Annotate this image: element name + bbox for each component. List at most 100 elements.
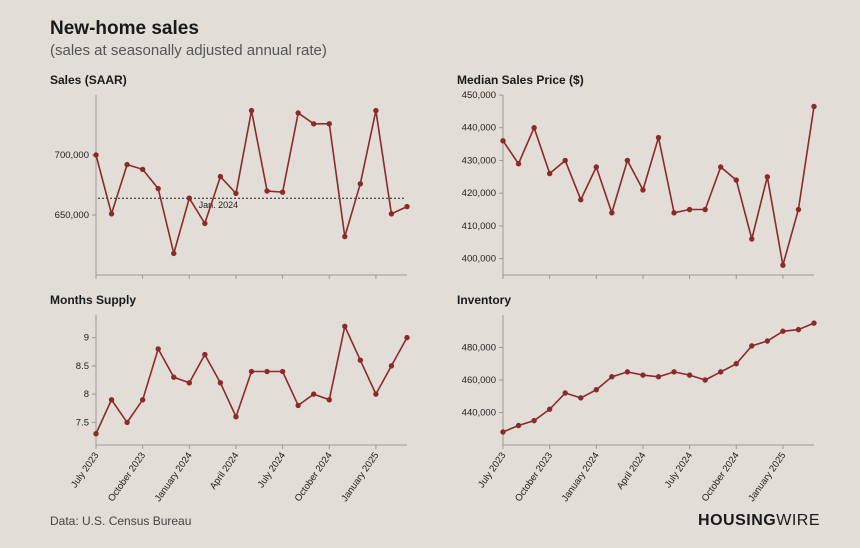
x-tick-label: July 2023 (476, 450, 508, 490)
data-point (672, 370, 676, 374)
x-tick-label: April 2024 (615, 450, 649, 491)
data-point (249, 369, 253, 373)
data-point (687, 373, 691, 377)
x-tick-label: October 2024 (293, 450, 335, 503)
data-point (327, 122, 331, 126)
data-point (109, 398, 113, 402)
series-line (96, 326, 407, 433)
data-point (187, 196, 191, 200)
data-point (234, 415, 238, 419)
data-point (234, 191, 238, 195)
svg-text:440,000: 440,000 (462, 123, 496, 134)
data-point (656, 375, 660, 379)
svg-text:9: 9 (84, 333, 89, 344)
data-point (140, 398, 144, 402)
data-point (610, 211, 614, 215)
panel-months-supply: Months Supply 7.588.59July 2023October 2… (50, 293, 413, 503)
data-point (156, 186, 160, 190)
data-point (280, 190, 284, 194)
panel-title: Median Sales Price ($) (457, 73, 820, 87)
data-point (140, 167, 144, 171)
data-point (343, 324, 347, 328)
data-point (719, 165, 723, 169)
page-title: New-home sales (50, 18, 820, 40)
data-point (187, 381, 191, 385)
data-point (358, 358, 362, 362)
x-tick-label: October 2024 (700, 450, 742, 503)
data-point (547, 171, 551, 175)
x-tick-label: April 2024 (208, 450, 242, 491)
x-tick-label: July 2024 (256, 450, 288, 490)
data-point (672, 211, 676, 215)
x-tick-label: January 2024 (560, 450, 602, 503)
svg-text:440,000: 440,000 (462, 408, 496, 419)
data-point (719, 370, 723, 374)
data-point (312, 392, 316, 396)
data-point (296, 111, 300, 115)
data-point (218, 381, 222, 385)
data-point (750, 237, 754, 241)
source-text: Data: U.S. Census Bureau (50, 514, 191, 528)
svg-text:430,000: 430,000 (462, 155, 496, 166)
brand-bold: HOUSING (698, 512, 776, 529)
data-point (172, 375, 176, 379)
data-point (625, 158, 629, 162)
reference-label: Jan. 2024 (199, 200, 239, 210)
x-tick-label: July 2023 (69, 450, 101, 490)
data-point (389, 364, 393, 368)
data-point (579, 198, 583, 202)
data-point (312, 122, 316, 126)
data-point (265, 189, 269, 193)
data-point (501, 139, 505, 143)
data-point (343, 234, 347, 238)
data-point (796, 207, 800, 211)
data-point (796, 327, 800, 331)
data-point (516, 162, 520, 166)
page-subtitle: (sales at seasonally adjusted annual rat… (50, 42, 820, 59)
data-point (327, 398, 331, 402)
chart-grid: Sales (SAAR) 650,000 700,000 Jan. 2024 Med… (50, 73, 820, 503)
data-point (358, 182, 362, 186)
data-point (610, 375, 614, 379)
data-point (125, 420, 129, 424)
data-point (280, 369, 284, 373)
data-point (594, 388, 598, 392)
data-point (781, 263, 785, 267)
panel-title: Sales (SAAR) (50, 73, 413, 87)
panel-title: Inventory (457, 293, 820, 307)
x-tick-label: October 2023 (106, 450, 148, 503)
panel-sales: Sales (SAAR) 650,000 700,000 Jan. 2024 (50, 73, 413, 283)
data-point (501, 430, 505, 434)
data-point (641, 373, 645, 377)
svg-text:650,000: 650,000 (55, 210, 89, 221)
svg-text:480,000: 480,000 (462, 343, 496, 354)
data-point (516, 423, 520, 427)
data-point (625, 370, 629, 374)
data-point (765, 339, 769, 343)
data-point (249, 108, 253, 112)
svg-text:420,000: 420,000 (462, 188, 496, 199)
data-point (734, 178, 738, 182)
data-point (405, 204, 409, 208)
data-point (563, 158, 567, 162)
data-point (94, 431, 98, 435)
data-point (734, 362, 738, 366)
data-point (296, 403, 300, 407)
data-point (656, 135, 660, 139)
svg-text:7.5: 7.5 (76, 417, 89, 428)
data-point (374, 392, 378, 396)
data-point (812, 104, 816, 108)
data-point (563, 391, 567, 395)
svg-text:8: 8 (84, 389, 89, 400)
brand-logo: HOUSINGWIRE (698, 512, 820, 530)
data-point (374, 108, 378, 112)
panel-median-price: Median Sales Price ($) 400,000410,000420… (457, 73, 820, 283)
data-point (641, 188, 645, 192)
svg-text:700,000: 700,000 (55, 150, 89, 161)
footer: Data: U.S. Census Bureau HOUSINGWIRE (50, 512, 820, 530)
data-point (265, 369, 269, 373)
svg-text:460,000: 460,000 (462, 375, 496, 386)
data-point (765, 175, 769, 179)
svg-text:400,000: 400,000 (462, 254, 496, 265)
data-point (94, 153, 98, 157)
